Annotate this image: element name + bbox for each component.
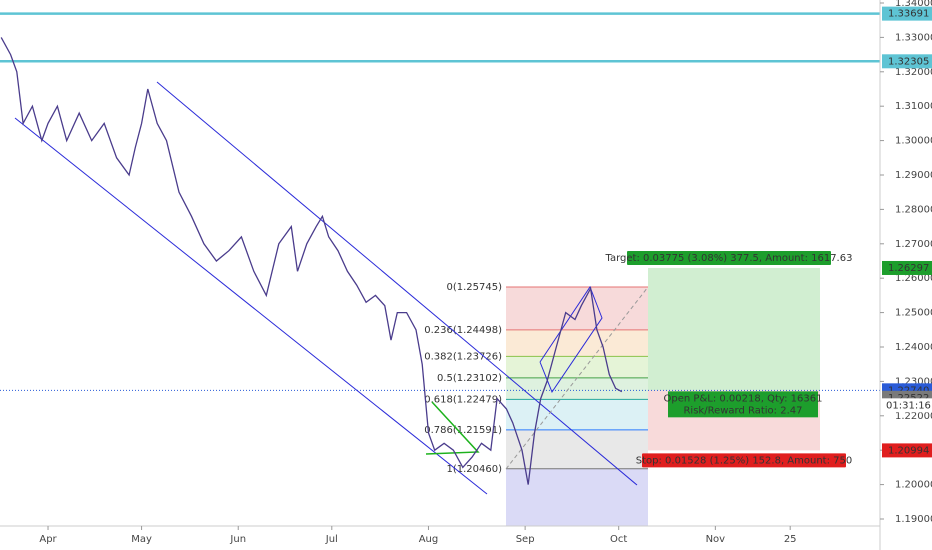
y-tick-label: 1.23000 (895, 376, 932, 387)
y-tick-label: 1.31000 (895, 101, 932, 112)
x-tick-label: 25 (784, 534, 797, 545)
y-tick-label: 1.20000 (895, 480, 932, 491)
target-label: Target: 0.03775 (3.08%) 377.5, Amount: 1… (605, 253, 853, 264)
fib-band (506, 399, 648, 430)
y-tick-label: 1.22000 (895, 411, 932, 422)
price-tag (882, 6, 932, 21)
countdown-bg (882, 398, 932, 413)
channel-lower (14, 117, 488, 495)
y-tick-label: 1.19000 (895, 514, 932, 525)
fib-band (506, 429, 648, 469)
x-tick-label: May (131, 534, 152, 545)
x-tick-label: Apr (39, 534, 57, 545)
triangle (425, 401, 480, 455)
countdown: 01:31:16 (886, 400, 931, 411)
fib-band (506, 468, 648, 526)
drawings-under: 0(1.25745) 0.236(1.24498) 0.382(1.23726) 0.… (0, 12, 880, 526)
pnl-label: Open P&L: 0.00218, Qty: 16361 (664, 393, 823, 404)
fib-label: 0.618(1.22479) (424, 394, 502, 405)
y-tick-label: 1.26000 (895, 273, 932, 284)
fib-band (506, 329, 648, 357)
y-tick-label: 1.25000 (895, 308, 932, 319)
stop-label-bg (642, 453, 846, 468)
price-tag-label: 1.33691 (888, 9, 929, 20)
y-tick-label: 1.32000 (895, 67, 932, 78)
price-tag-label: 1.26297 (888, 263, 929, 274)
fib-band (506, 286, 648, 330)
fib-trend (505, 286, 649, 470)
y-tick-label: 1.27000 (895, 239, 932, 250)
x-tick-label: Nov (706, 534, 726, 545)
trend-drawings (14, 81, 649, 495)
price-tag (882, 54, 932, 69)
channel-upper (156, 81, 638, 486)
fib-label: 0.786(1.21591) (424, 425, 502, 436)
y-tick-label: 1.24000 (895, 342, 932, 353)
x-tick-label: Oct (610, 534, 627, 545)
target-label-bg (627, 250, 831, 265)
price-tag (882, 260, 932, 275)
price-tag-label: 1.32305 (888, 56, 929, 67)
x-tick-label: Jun (229, 534, 246, 545)
price-tag (882, 443, 932, 458)
fib-label: 0(1.25745) (446, 282, 502, 293)
fib-label: 0.382(1.23726) (424, 351, 502, 362)
price-line (0, 37, 623, 485)
pnl-bg (668, 391, 818, 418)
y-tick-label: 1.29000 (895, 170, 932, 181)
price-tag-label: 1.20994 (888, 445, 929, 456)
small-channel (539, 285, 603, 394)
x-tick-label: Jul (325, 534, 338, 545)
y-tick-label: 1.28000 (895, 204, 932, 215)
fib-band (506, 377, 648, 400)
fib-band (506, 356, 648, 378)
y-tick-label: 1.30000 (895, 136, 932, 147)
fib-label: 0.236(1.24498) (424, 325, 502, 336)
fib-label: 1(1.20460) (446, 464, 502, 475)
price-tag-label: 1.22522 (888, 393, 929, 404)
ratio-label: Risk/Reward Ratio: 2.47 (683, 405, 802, 416)
y-tick-label: 1.33000 (895, 32, 932, 43)
x-tick-label: Aug (419, 534, 439, 545)
x-tick-label: Sep (516, 534, 535, 545)
target-zone (648, 267, 820, 391)
stop-label: Stop: 0.01528 (1.25%) 152.8, Amount: 750 (636, 455, 852, 466)
fib-label: 0.5(1.23102) (437, 373, 502, 384)
y-tick-label: 1.34000 (895, 0, 932, 9)
